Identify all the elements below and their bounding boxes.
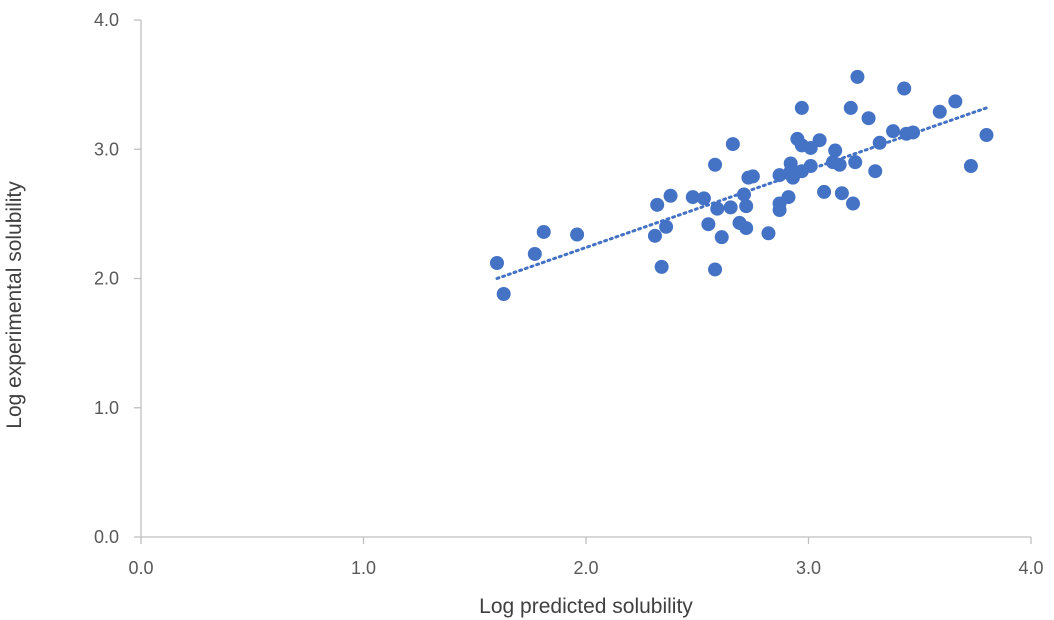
data-point bbox=[708, 157, 723, 172]
data-point bbox=[736, 187, 751, 202]
y-tick-label: 0.0 bbox=[94, 527, 119, 547]
data-point bbox=[650, 197, 665, 212]
data-point bbox=[979, 128, 994, 143]
data-point bbox=[654, 259, 669, 274]
y-tick-label: 3.0 bbox=[94, 139, 119, 159]
x-axis-title: Log predicted solubility bbox=[479, 595, 693, 618]
data-point bbox=[850, 69, 865, 84]
data-point bbox=[868, 164, 883, 179]
data-point bbox=[886, 124, 901, 139]
data-point bbox=[772, 202, 787, 217]
data-point bbox=[490, 255, 504, 270]
data-point bbox=[828, 143, 843, 158]
x-ticks: 0.0 1.0 2.0 3.0 4.0 bbox=[128, 537, 1044, 578]
y-tick-label: 2.0 bbox=[94, 269, 119, 289]
data-point bbox=[710, 201, 725, 216]
y-tick-label: 1.0 bbox=[94, 398, 119, 418]
data-point bbox=[696, 191, 711, 206]
data-point bbox=[708, 262, 723, 277]
data-point bbox=[803, 159, 818, 174]
data-point bbox=[834, 186, 849, 201]
data-point bbox=[685, 190, 700, 205]
y-ticks: 0.0 1.0 2.0 3.0 4.0 bbox=[94, 10, 141, 547]
data-point bbox=[745, 169, 760, 184]
data-point bbox=[647, 228, 662, 243]
x-tick-label: 3.0 bbox=[796, 558, 821, 578]
data-point bbox=[723, 200, 738, 215]
data-point bbox=[906, 125, 921, 140]
data-point bbox=[570, 227, 585, 242]
data-point bbox=[897, 81, 912, 96]
data-point bbox=[663, 188, 678, 203]
data-point bbox=[725, 137, 740, 152]
data-point bbox=[963, 159, 978, 174]
data-point bbox=[772, 168, 787, 183]
data-point bbox=[832, 157, 847, 172]
data-point bbox=[739, 221, 754, 236]
data-point bbox=[948, 94, 963, 109]
data-point bbox=[794, 100, 809, 115]
y-tick-label: 4.0 bbox=[94, 10, 119, 30]
x-tick-label: 0.0 bbox=[128, 558, 153, 578]
x-tick-label: 4.0 bbox=[1018, 558, 1043, 578]
data-point bbox=[659, 219, 674, 234]
data-point bbox=[761, 226, 776, 241]
data-point bbox=[817, 184, 832, 199]
axes bbox=[140, 20, 1031, 538]
data-point bbox=[843, 100, 858, 115]
x-tick-label: 1.0 bbox=[351, 558, 376, 578]
data-point bbox=[861, 111, 876, 126]
data-points bbox=[490, 69, 994, 302]
data-point bbox=[812, 133, 827, 148]
data-point bbox=[932, 104, 947, 119]
data-point bbox=[872, 135, 887, 150]
data-point bbox=[527, 246, 542, 261]
data-point bbox=[739, 199, 754, 214]
data-point bbox=[496, 287, 511, 302]
data-point bbox=[781, 190, 796, 205]
y-axis-title: Log experimental solubility bbox=[3, 181, 26, 429]
x-tick-label: 2.0 bbox=[573, 558, 598, 578]
data-point bbox=[848, 155, 863, 170]
data-point bbox=[846, 196, 860, 211]
data-point bbox=[714, 230, 729, 245]
data-point bbox=[701, 217, 716, 232]
data-point bbox=[536, 224, 551, 239]
